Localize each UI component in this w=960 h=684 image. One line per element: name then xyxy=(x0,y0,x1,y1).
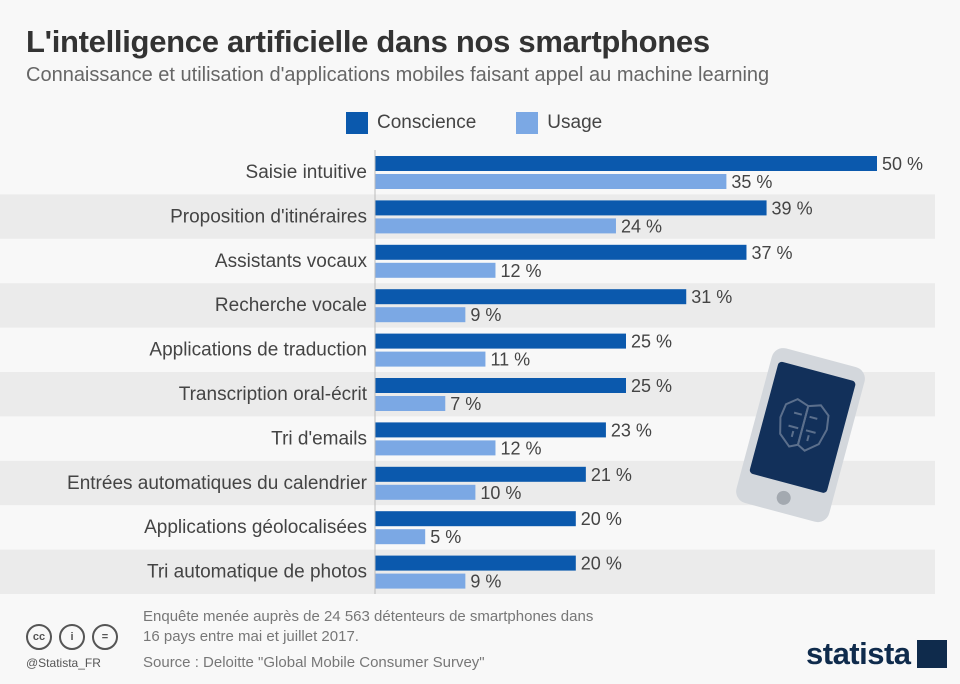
data-label: 9 % xyxy=(470,305,501,325)
bar-conscience xyxy=(375,378,626,393)
source: Source : Deloitte "Global Mobile Consume… xyxy=(143,654,485,671)
category-label: Recherche vocale xyxy=(215,295,367,316)
data-label: 23 % xyxy=(611,420,652,440)
license-icons: cc i = xyxy=(26,624,118,650)
bar-conscience xyxy=(375,466,586,482)
bar-usage xyxy=(375,262,496,278)
logo-mark-icon xyxy=(916,640,947,668)
data-label: 25 % xyxy=(631,332,672,352)
bar-usage xyxy=(375,174,727,189)
bar-conscience xyxy=(375,156,877,171)
bar-usage xyxy=(375,573,466,589)
bar-usage xyxy=(375,484,476,500)
data-label: 50 % xyxy=(882,154,923,174)
data-label: 37 % xyxy=(751,243,792,263)
data-label: 12 % xyxy=(500,438,541,458)
category-label: Tri d'emails xyxy=(271,428,367,449)
bar-conscience xyxy=(375,333,626,349)
data-label: 25 % xyxy=(631,376,672,396)
bar-conscience xyxy=(375,555,576,571)
bar-usage xyxy=(375,307,466,323)
bar-usage xyxy=(375,218,616,234)
category-label: Tri automatique de photos xyxy=(147,562,367,583)
category-label: Entrées automatiques du calendrier xyxy=(67,473,368,494)
bar-usage xyxy=(375,440,496,456)
data-label: 31 % xyxy=(691,287,732,307)
statista-logo[interactable]: statista xyxy=(806,636,947,672)
legend-swatch xyxy=(346,112,368,134)
legend: Conscience Usage xyxy=(346,112,602,134)
bar-conscience xyxy=(375,422,606,438)
bar-conscience xyxy=(375,244,747,260)
chart-subtitle: Connaissance et utilisation d'applicatio… xyxy=(26,64,770,86)
data-label: 20 % xyxy=(581,509,622,529)
data-label: 7 % xyxy=(450,394,481,414)
chart-title: L'intelligence artificielle dans nos sma… xyxy=(26,24,710,59)
data-label: 10 % xyxy=(480,483,521,503)
smartphone-brain-icon xyxy=(736,348,865,523)
bar-conscience xyxy=(375,289,687,305)
survey-note-2: 16 pays entre mai et juillet 2017. xyxy=(143,628,359,645)
social-handle: @Statista_FR xyxy=(26,656,101,670)
category-label: Transcription oral-écrit xyxy=(179,384,368,405)
legend-label: Conscience xyxy=(377,112,477,133)
data-label: 11 % xyxy=(490,350,530,370)
survey-note: Enquête menée auprès de 24 563 détenteur… xyxy=(143,608,594,625)
bar-conscience xyxy=(375,200,767,216)
data-label: 9 % xyxy=(470,572,501,592)
legend-usage: Usage xyxy=(516,112,602,134)
category-label: Proposition d'itinéraires xyxy=(170,206,367,227)
by-icon: i xyxy=(59,624,85,650)
data-label: 24 % xyxy=(621,216,662,236)
bar-usage xyxy=(375,396,446,411)
data-label: 39 % xyxy=(772,198,813,218)
data-label: 12 % xyxy=(500,261,541,281)
legend-conscience: Conscience xyxy=(346,112,476,134)
logo-text: statista xyxy=(806,636,911,671)
data-label: 21 % xyxy=(591,465,632,485)
category-label: Assistants vocaux xyxy=(215,251,368,272)
data-label: 20 % xyxy=(581,554,622,574)
bar-usage xyxy=(375,529,426,545)
bar-conscience xyxy=(375,511,576,527)
bar-usage xyxy=(375,351,486,367)
nd-icon: = xyxy=(92,624,118,650)
legend-label: Usage xyxy=(547,112,603,133)
category-label: Applications de traduction xyxy=(149,340,367,361)
legend-swatch xyxy=(516,112,539,134)
cc-icon: cc xyxy=(26,624,52,650)
category-label: Saisie intuitive xyxy=(246,162,367,183)
data-label: 5 % xyxy=(430,527,461,547)
data-label: 35 % xyxy=(731,172,772,192)
category-label: Applications géolocalisées xyxy=(144,517,367,538)
